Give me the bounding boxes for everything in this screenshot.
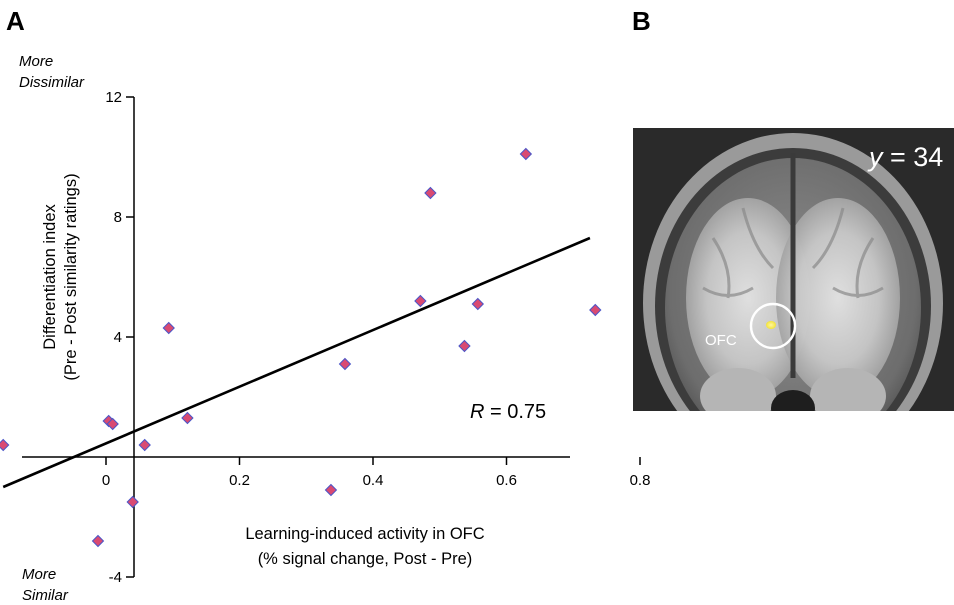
panel-a-label: A bbox=[6, 6, 25, 36]
data-point bbox=[0, 438, 10, 452]
data-point bbox=[91, 534, 105, 548]
x-axis-title-line1: Learning-induced activity in OFC bbox=[245, 525, 484, 543]
roi-label: OFC bbox=[705, 332, 737, 349]
data-point bbox=[424, 186, 437, 200]
y-tick-label: 4 bbox=[114, 329, 122, 346]
data-point bbox=[589, 303, 602, 317]
data-point bbox=[458, 339, 471, 353]
slice-axis-letter: y bbox=[867, 142, 884, 172]
regression-line bbox=[2, 236, 591, 489]
roi-circle bbox=[749, 302, 797, 350]
brain-illustration: OFC y = 34 bbox=[633, 128, 954, 411]
data-point bbox=[181, 411, 194, 425]
x-tick-label: 0.4 bbox=[363, 472, 384, 489]
data-point bbox=[138, 438, 151, 452]
y-axis-title-line2: (Pre - Post similarity ratings) bbox=[62, 173, 80, 380]
data-point bbox=[324, 483, 338, 497]
more-dissimilar-line1: More bbox=[19, 53, 53, 70]
more-dissimilar-line2: Dissimilar bbox=[19, 74, 85, 91]
x-tick-label: 0 bbox=[102, 472, 110, 489]
x-tick-label: 0.6 bbox=[496, 472, 517, 489]
x-axis-title-line2: (% signal change, Post - Pre) bbox=[258, 550, 473, 568]
x-tick-label: 0.8 bbox=[630, 472, 651, 489]
r-value-label: R = 0.75 bbox=[470, 401, 546, 423]
data-point bbox=[519, 147, 533, 161]
data-point bbox=[338, 357, 352, 371]
data-point bbox=[471, 297, 485, 311]
slice-coordinate-label: y = 34 bbox=[867, 142, 943, 172]
y-tick-label: 8 bbox=[114, 209, 122, 226]
y-tick-label: 12 bbox=[105, 89, 122, 106]
data-point bbox=[414, 294, 427, 308]
y-tick-label: -4 bbox=[109, 569, 122, 586]
panel-b-label: B bbox=[632, 6, 651, 36]
more-similar-line1: More bbox=[22, 566, 56, 583]
r-symbol: R bbox=[470, 401, 484, 423]
x-ticks: -0.200.20.40.60.8 bbox=[102, 457, 651, 489]
y-ticks: -4 4 8 12 bbox=[105, 89, 134, 586]
data-point bbox=[162, 321, 175, 335]
activation-spot bbox=[766, 321, 776, 329]
brain-slice-image: OFC y = 34 bbox=[633, 128, 954, 411]
data-point bbox=[106, 417, 119, 431]
r-number: = 0.75 bbox=[484, 401, 546, 423]
x-tick-label: 0.2 bbox=[229, 472, 250, 489]
more-similar-line2: Similar bbox=[22, 587, 69, 604]
data-points bbox=[0, 147, 602, 548]
y-axis-title-line1: Differentiation index bbox=[41, 203, 59, 349]
slice-axis-value: = 34 bbox=[883, 142, 944, 172]
data-point bbox=[126, 495, 139, 509]
